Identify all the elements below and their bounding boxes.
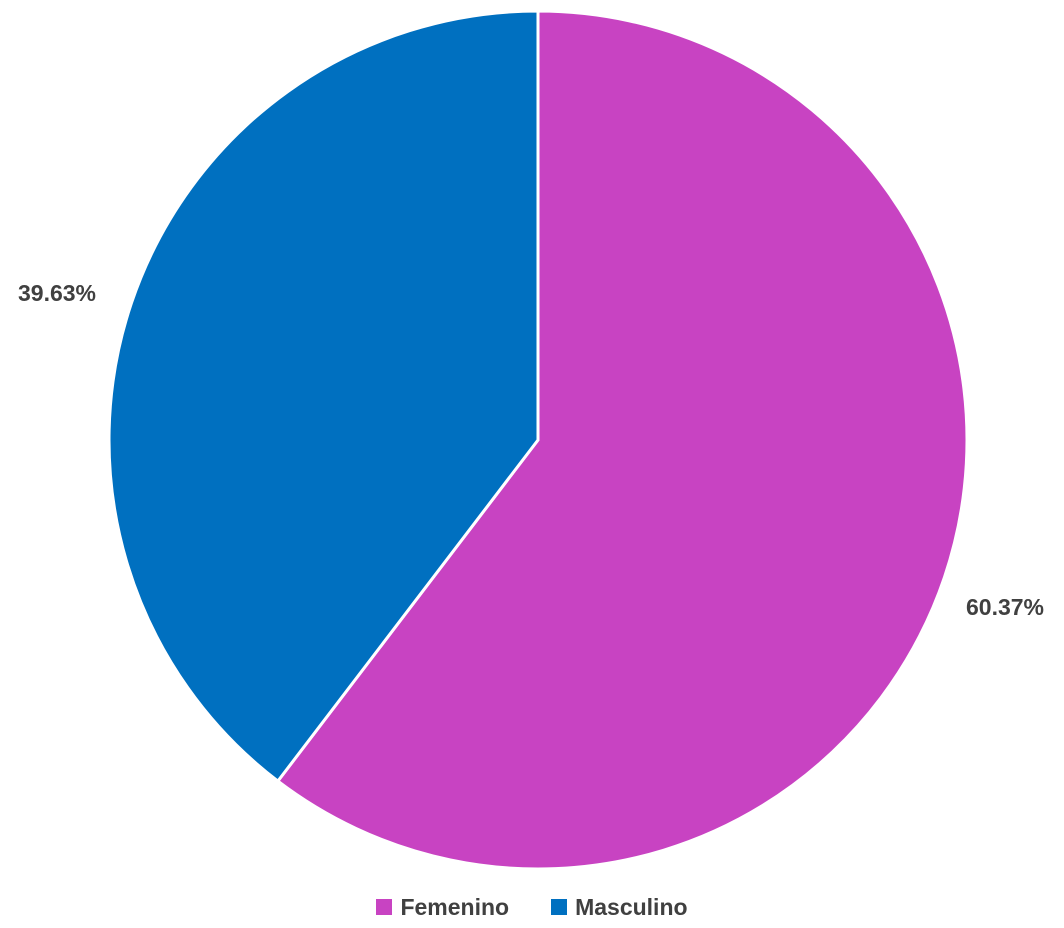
pie-data-labels: 60.37% 39.63% <box>18 280 1044 620</box>
pie-chart: 60.37% 39.63% <box>18 9 1044 871</box>
legend-swatch-femenino <box>376 899 393 915</box>
legend-label-masculino: Masculino <box>575 894 688 920</box>
legend-label-femenino: Femenino <box>400 894 510 920</box>
pie-slices <box>107 9 969 871</box>
legend-item-masculino: Masculino <box>551 894 688 920</box>
legend-swatch-masculino <box>551 899 568 915</box>
pie-slice-femenino <box>276 9 969 871</box>
legend: Femenino Masculino <box>0 894 1064 920</box>
data-label-masculino: 39.63% <box>18 280 96 306</box>
pie-slice-masculino <box>107 9 540 783</box>
legend-item-femenino: Femenino <box>376 894 509 920</box>
data-label-femenino: 60.37% <box>966 594 1044 620</box>
